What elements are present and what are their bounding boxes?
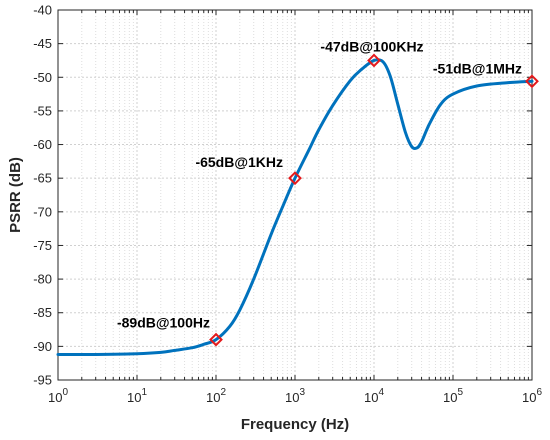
- x-tick-exponent: 6: [536, 387, 542, 398]
- y-tick-label: -50: [33, 70, 52, 85]
- series-layer: [56, 58, 534, 356]
- x-tick-label: 102: [206, 387, 226, 405]
- y-tick-label: -60: [33, 137, 52, 152]
- x-tick-base: 10: [443, 390, 457, 405]
- y-tick-label: -40: [33, 3, 52, 18]
- psrr-series-line: [56, 58, 534, 356]
- x-tick-base: 10: [206, 390, 220, 405]
- x-tick-base: 10: [285, 390, 299, 405]
- y-tick-label: -90: [33, 339, 52, 354]
- y-tick-label: -85: [33, 305, 52, 320]
- data-point-annotation: -89dB@100Hz: [117, 315, 210, 331]
- x-tick-label: 100: [48, 387, 68, 405]
- x-tick-label: 106: [522, 387, 542, 405]
- y-tick-label: -45: [33, 36, 52, 51]
- y-tick-label: -75: [33, 238, 52, 253]
- x-tick-exponent: 3: [299, 387, 305, 398]
- x-tick-exponent: 0: [62, 387, 68, 398]
- data-point-marker: [525, 74, 539, 89]
- data-point-marker: [209, 332, 223, 347]
- data-point-marker: [367, 53, 381, 68]
- grid: [57, 10, 532, 380]
- y-tick-label: -80: [33, 272, 52, 287]
- axis-ticks: 100 101 102 103 104 105 106-40-45-50-55-60-65-…: [33, 3, 542, 406]
- data-point-marker: [288, 171, 302, 186]
- x-tick-exponent: 1: [141, 387, 147, 398]
- data-point-annotation: -51dB@1MHz: [433, 60, 522, 76]
- x-tick-label: 105: [443, 387, 463, 405]
- x-tick-base: 10: [127, 390, 141, 405]
- x-tick-base: 10: [364, 390, 378, 405]
- y-tick-label: -95: [33, 373, 52, 388]
- x-tick-exponent: 4: [378, 387, 384, 398]
- markers-layer: -89dB@100Hz -65dB@1KHz -47dB@100KHz -51dB@1…: [117, 38, 539, 347]
- data-point-annotation: -47dB@100KHz: [320, 38, 423, 54]
- y-tick-label: -70: [33, 204, 52, 219]
- x-tick-base: 10: [522, 390, 536, 405]
- y-tick-label: -55: [33, 103, 52, 118]
- x-tick-label: 104: [364, 387, 384, 405]
- y-axis-title: PSRR (dB): [7, 157, 24, 233]
- x-tick-label: 101: [127, 387, 147, 405]
- x-axis-title: Frequency (Hz): [241, 416, 349, 433]
- y-tick-label: -65: [33, 171, 52, 186]
- x-tick-label: 103: [285, 387, 305, 405]
- x-tick-exponent: 5: [457, 387, 463, 398]
- data-point-annotation: -65dB@1KHz: [195, 154, 283, 170]
- x-tick-base: 10: [48, 390, 62, 405]
- x-tick-exponent: 2: [220, 387, 226, 398]
